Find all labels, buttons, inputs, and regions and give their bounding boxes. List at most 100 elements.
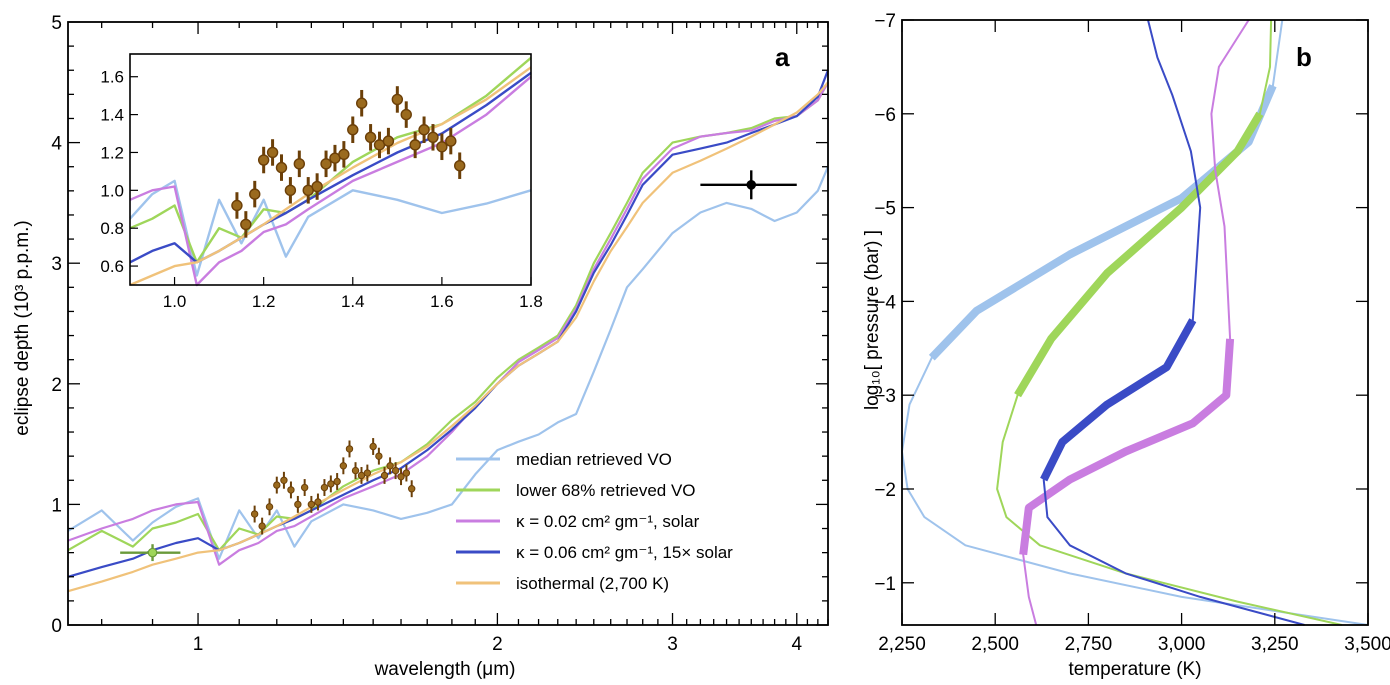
- x-tick-label: 3,500: [1344, 634, 1390, 655]
- inset-data-point: [347, 124, 359, 136]
- data-point: [333, 477, 341, 486]
- inset-data-point: [427, 131, 439, 144]
- data-point: [250, 510, 259, 518]
- inset-data-point: [400, 108, 412, 121]
- inset-x-tick-label: 1.6: [430, 292, 454, 311]
- y-tick-label: 5: [51, 13, 62, 34]
- inset-y-tick-label: 0.6: [100, 257, 124, 276]
- x-tick-label: 2,500: [971, 634, 1019, 655]
- photometry-point: [746, 180, 757, 190]
- data-point: [351, 466, 360, 475]
- panel-b-frame: [901, 19, 1369, 626]
- y-tick-label: 2: [51, 375, 62, 396]
- legend-label-solar15: κ = 0.06 cm² gm⁻¹, 15× solar: [516, 543, 733, 562]
- x-tick-label: 3,250: [1251, 634, 1299, 655]
- inset-y-tick-label: 1.0: [100, 181, 124, 200]
- data-point: [273, 481, 281, 489]
- inset-y-tick-label: 1.6: [100, 68, 124, 87]
- inset-data-point: [445, 135, 457, 147]
- panel-a-y-axis-title: eclipse depth (10³ p.p.m.): [12, 220, 33, 435]
- panel-b-ticks: [901, 19, 1369, 625]
- inset-data-point: [418, 124, 430, 136]
- inset-data-point: [436, 141, 448, 153]
- data-point: [258, 522, 266, 530]
- data-point: [294, 500, 302, 509]
- panel-a-photometry-points: [120, 170, 797, 562]
- panel-a-frame: [67, 21, 829, 626]
- y-tick-label: −2: [874, 480, 896, 501]
- data-point: [320, 483, 329, 492]
- panel-b-x-axis-title: temperature (K): [1068, 659, 1201, 680]
- inset-data-point: [231, 199, 243, 212]
- x-tick-label: 1: [193, 634, 204, 655]
- panel-a-y-tick-labels: 0 1 2 3 4 5: [51, 13, 62, 637]
- profile-thin-solar: [1022, 19, 1250, 626]
- data-point: [265, 503, 274, 511]
- inset-data-point: [240, 218, 252, 231]
- panel-a-data-points: [250, 438, 416, 535]
- x-tick-label: 2: [492, 634, 503, 655]
- y-tick-label: −7: [874, 11, 896, 32]
- inset-frame: [129, 53, 532, 286]
- inset-data-point: [266, 146, 279, 159]
- panel-a-x-tick-labels: 1 2 3 4: [193, 634, 803, 655]
- y-tick-label: 0: [51, 616, 62, 637]
- panel-b-y-tick-labels: −1 −2 −3 −4 −5 −6 −7: [874, 11, 896, 595]
- inset-y-tick-label: 1.4: [100, 106, 124, 125]
- panel-b-y-axis-title: log₁₀[ pressure (bar) ]: [862, 230, 883, 410]
- legend-label-solar: κ = 0.02 cm² gm⁻¹, solar: [516, 512, 700, 531]
- data-point: [386, 462, 394, 470]
- inset-ticks: [130, 76, 532, 285]
- legend: median retrieved VO lower 68% retrieved …: [456, 450, 733, 593]
- inset-x-tick-label: 1.4: [341, 292, 365, 311]
- inset-y-tick-label: 0.8: [100, 219, 124, 238]
- inset-data-point: [320, 158, 332, 170]
- inset-data-point: [284, 184, 297, 197]
- inset-data-points: [231, 86, 466, 238]
- inset-data-point: [391, 93, 404, 106]
- y-tick-label: −6: [874, 105, 896, 126]
- inset-data-point: [275, 161, 288, 174]
- profile-thick-median: [928, 84, 1277, 361]
- data-point: [300, 483, 309, 492]
- panel-b-x-tick-labels: 2,250 2,500 2,750 3,000 3,250 3,500: [878, 634, 1390, 655]
- model-curve-solar15: [67, 69, 830, 578]
- x-tick-label: 3,000: [1158, 634, 1206, 655]
- profile-thick-lower68: [1014, 111, 1264, 398]
- model-curve-isothermal: [67, 81, 829, 593]
- data-point: [314, 498, 322, 506]
- inset-data-point: [454, 160, 466, 172]
- y-tick-label: 1: [51, 495, 62, 516]
- x-tick-label: 4: [791, 634, 802, 655]
- inset-data-point: [257, 154, 270, 166]
- inset-x-tick-label: 1.8: [519, 292, 543, 311]
- x-tick-label: 2,750: [1065, 634, 1113, 655]
- inset-x-tick-label: 1.2: [252, 292, 276, 311]
- inset-data-point: [364, 131, 377, 144]
- data-point: [345, 445, 354, 453]
- inset-background: [130, 54, 531, 285]
- y-tick-label: −1: [874, 574, 896, 595]
- panel-a-letter: a: [775, 42, 790, 72]
- data-point: [369, 442, 377, 451]
- profile-thin-median: [901, 19, 1369, 626]
- data-point: [380, 471, 389, 480]
- inset-x-tick-labels: 1.0 1.2 1.4 1.6 1.8: [163, 292, 543, 311]
- data-point: [307, 500, 316, 509]
- y-tick-label: −4: [874, 292, 896, 313]
- inset-data-point: [338, 148, 350, 161]
- inset-data-point: [355, 97, 368, 109]
- photometry-point: [147, 547, 158, 558]
- panel-b-profiles: [901, 19, 1369, 626]
- y-tick-label: −3: [874, 386, 896, 407]
- data-point: [375, 452, 383, 460]
- legend-label-median: median retrieved VO: [516, 450, 672, 469]
- data-point: [363, 469, 372, 477]
- x-tick-label: 3: [667, 634, 678, 655]
- panel-a-model-curves: [67, 69, 830, 593]
- panel-b: 2,250 2,500 2,750 3,000 3,250 3,500 −1 −…: [862, 11, 1390, 680]
- data-point: [280, 476, 288, 484]
- legend-label-isothermal: isothermal (2,700 K): [516, 574, 669, 593]
- panel-a: 1.0 1.2 1.4 1.6 1.8 0.6 0.8 1.0 1.2 1.4 …: [12, 13, 830, 680]
- data-point: [402, 469, 411, 477]
